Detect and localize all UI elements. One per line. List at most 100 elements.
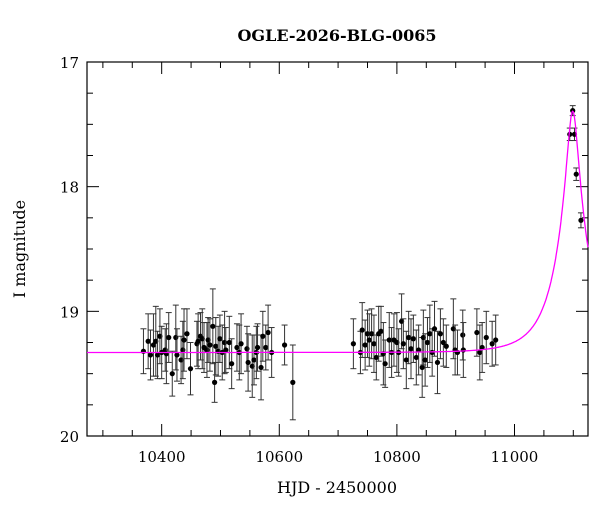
point-marker [386, 337, 392, 343]
data-point [577, 212, 584, 229]
data-point [473, 308, 480, 357]
point-marker [419, 364, 425, 371]
y-tick-label: 18 [60, 179, 79, 197]
point-marker [281, 342, 288, 348]
data-point [140, 328, 147, 375]
point-marker [251, 357, 257, 363]
y-tick-label: 17 [60, 54, 79, 72]
data-point [212, 317, 219, 376]
data-point [193, 320, 200, 367]
point-marker [416, 347, 422, 353]
model-curve-group [87, 110, 589, 354]
point-marker [440, 339, 446, 346]
point-marker [263, 344, 269, 351]
point-marker [145, 338, 151, 344]
data-point [370, 314, 377, 373]
point-marker [204, 347, 210, 353]
data-point [460, 322, 467, 378]
data-point [254, 323, 261, 372]
data-point [183, 308, 190, 360]
data-point [419, 337, 426, 398]
point-marker [373, 354, 379, 361]
data-point [483, 310, 490, 365]
data-point [362, 319, 369, 371]
point-marker [573, 171, 579, 177]
point-marker [443, 343, 449, 349]
data-point [187, 342, 194, 396]
data-point [251, 334, 257, 386]
point-marker [147, 352, 154, 358]
point-marker [244, 346, 250, 352]
data-point [415, 324, 422, 376]
point-marker [493, 337, 499, 343]
point-marker [403, 357, 409, 363]
data-point [382, 339, 389, 388]
point-marker [460, 347, 466, 353]
data-point [289, 344, 296, 421]
data-point [222, 327, 229, 373]
point-marker [166, 334, 172, 341]
model-curve [87, 110, 589, 354]
data-point [145, 313, 152, 370]
plot-frame [86, 61, 589, 437]
point-marker [150, 342, 157, 348]
point-marker [290, 379, 296, 385]
point-marker [154, 352, 161, 358]
data-point [154, 330, 161, 380]
data-point [238, 313, 245, 375]
point-marker [210, 323, 216, 329]
point-marker [413, 354, 419, 361]
data-point [400, 318, 407, 370]
point-marker [378, 328, 384, 334]
point-marker [406, 334, 412, 341]
data-point [378, 305, 385, 357]
point-marker [477, 349, 483, 356]
axes: 10400 10600 10800 11000 17 18 19 20 [60, 54, 589, 466]
point-marker [217, 336, 223, 342]
x-tick-label: 10600 [255, 448, 303, 466]
point-marker [474, 329, 480, 336]
data-point [169, 350, 176, 397]
point-marker [371, 341, 377, 347]
point-marker [400, 341, 406, 347]
y-tick-label: 20 [60, 428, 79, 446]
data-point [245, 333, 252, 392]
data-point [443, 324, 450, 368]
point-marker [226, 339, 232, 346]
data-point [350, 318, 357, 370]
x-tick-label: 11000 [491, 448, 539, 466]
point-marker [229, 361, 235, 367]
point-marker [238, 341, 244, 347]
data-point [431, 300, 438, 357]
data-point [573, 167, 580, 181]
point-marker [174, 352, 180, 358]
point-marker [350, 341, 356, 347]
point-marker [369, 331, 375, 337]
data-point [206, 318, 213, 372]
data-point [359, 302, 366, 358]
x-tick-label: 10800 [373, 448, 421, 466]
data-point [492, 314, 499, 366]
data-point [489, 320, 496, 367]
data-point [479, 322, 486, 373]
point-marker [181, 337, 187, 343]
point-marker [366, 337, 372, 343]
point-marker [187, 366, 194, 372]
point-marker [578, 217, 584, 223]
chart-title: OGLE-2026-BLG-0065 [237, 26, 436, 45]
y-axis-label: I magnitude [10, 200, 29, 298]
point-marker [408, 346, 414, 352]
point-marker [422, 357, 428, 363]
y-tick-label: 19 [60, 303, 79, 321]
point-marker [410, 336, 416, 342]
point-marker [362, 342, 368, 348]
point-marker [223, 347, 229, 353]
data-point [424, 317, 431, 368]
data-point [173, 328, 180, 382]
point-marker [483, 334, 489, 341]
x-axis-label: HJD - 2450000 [277, 478, 397, 497]
point-marker [424, 339, 431, 346]
point-marker [207, 342, 213, 348]
data-point [410, 314, 417, 363]
